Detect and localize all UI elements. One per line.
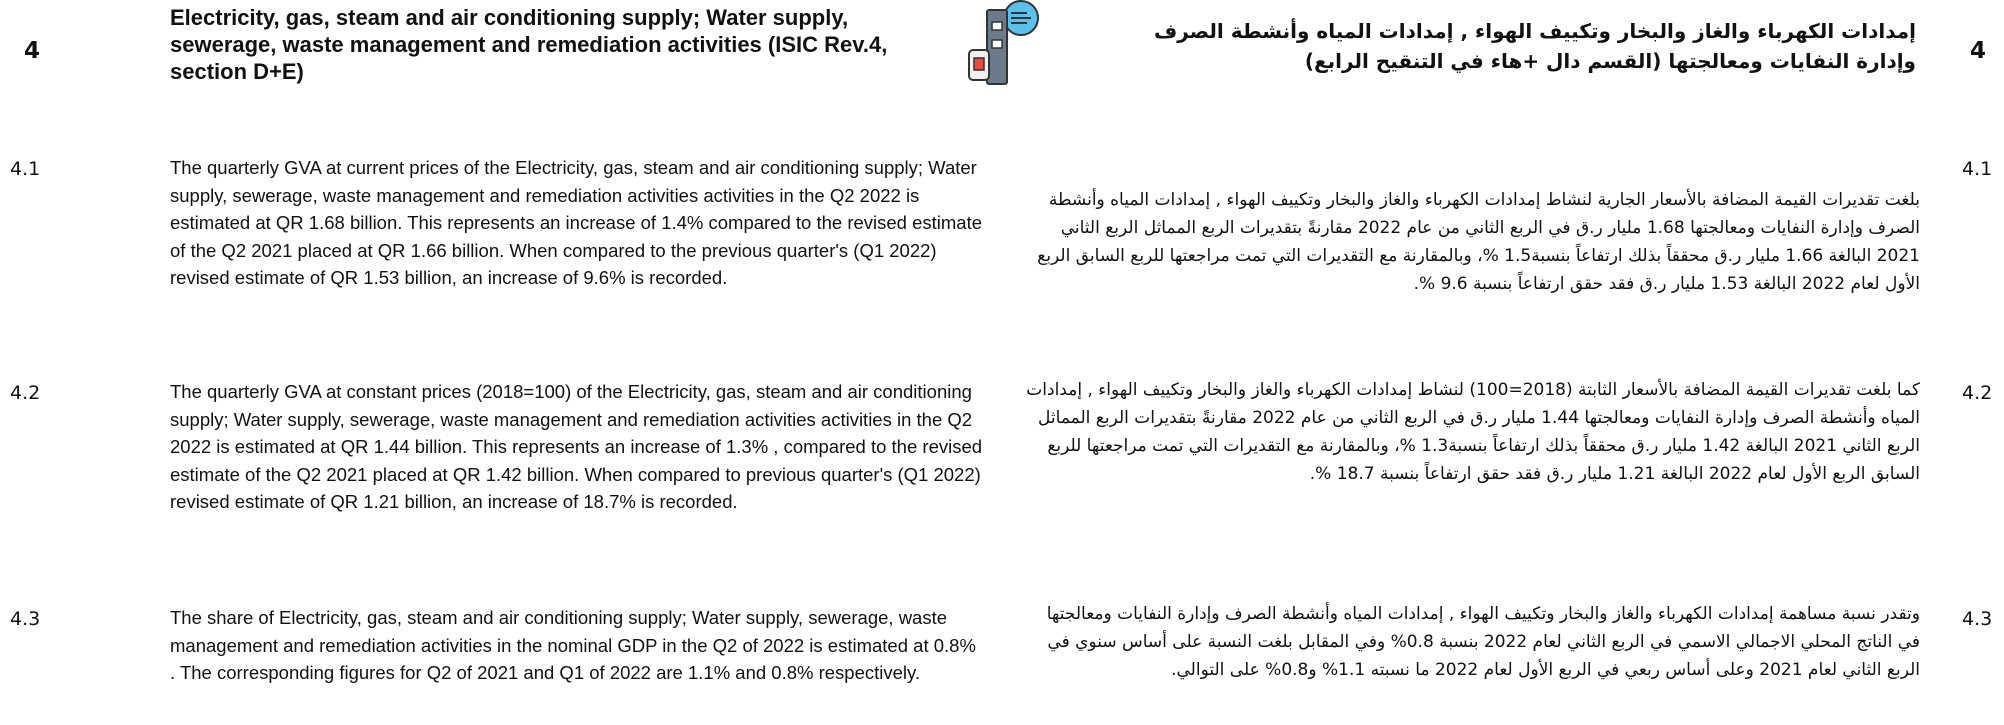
section-number: 4.2 [1962, 382, 1993, 404]
paragraph-english: The quarterly GVA at current prices of t… [170, 157, 983, 288]
header-number: 4 [1970, 38, 1987, 64]
section-number: 4.1 [1962, 158, 1993, 180]
paragraph-english: The share of Electricity, gas, steam and… [170, 607, 976, 683]
paragraph-arabic: وتقدر نسبة مساهمة إمدادات الكهرباء والغا… [1046, 604, 1920, 680]
paragraph-arabic: كما بلغت تقديرات القيمة المضافة بالأسعار… [1026, 380, 1920, 484]
section-number: 4.3 [10, 608, 41, 630]
title-arabic: إمدادات الكهرباء والغاز والبخار وتكييف ا… [1153, 19, 1916, 73]
header-number: 4 [24, 38, 41, 64]
paragraph-english: The quarterly GVA at constant prices (20… [170, 381, 983, 512]
section-number: 4.2 [10, 382, 41, 404]
sector-icon [968, 0, 1039, 85]
section-number: 4.1 [10, 158, 41, 180]
paragraph-arabic: بلغت تقديرات القيمة المضافة بالأسعار الج… [1037, 190, 1920, 294]
section-number: 4.3 [1962, 608, 1993, 630]
title-english: Electricity, gas, steam and air conditio… [170, 5, 888, 84]
